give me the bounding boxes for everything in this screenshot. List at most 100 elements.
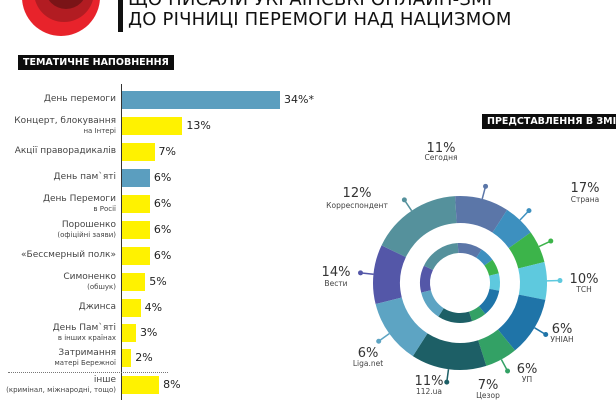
bar-label: Концерт, блокування на Інтері: [14, 116, 116, 136]
bar: [122, 169, 150, 187]
donut-slice-outer: [412, 333, 487, 370]
donut-slice-value: 6%: [516, 362, 538, 377]
bar-value-label: 6%: [153, 171, 172, 184]
divider-dotted: [8, 372, 168, 373]
bar-label-sub: в інших країнах: [57, 334, 116, 342]
bar: [122, 324, 136, 342]
donut-slice-inner: [420, 265, 433, 293]
bar-value-label: 7%: [158, 145, 176, 158]
donut-leader-dot: [543, 332, 549, 338]
page-title-line1: ЩО ПИСАЛИ УКРАЇНСЬКІ ОНЛАЙН-ЗМІ: [128, 0, 492, 10]
bar-label: Порошенко (офіційні заяви): [57, 220, 116, 240]
donut-slice-inner: [421, 290, 444, 317]
bar: [122, 91, 280, 109]
bar-label-main: Затримання: [58, 348, 116, 358]
bar-value-label: 6%: [153, 197, 172, 210]
donut-slice-inner: [438, 308, 473, 323]
donut-slice-name: ТСН: [576, 285, 592, 294]
donut-leader-dot: [548, 238, 554, 244]
donut-leader-dot: [557, 278, 563, 284]
bar-label: День перемоги: [44, 94, 116, 105]
donut-leader-dot: [444, 379, 450, 385]
bar-label-main: інше: [93, 375, 116, 385]
bar: [122, 195, 150, 213]
donut-leader-dot: [505, 368, 511, 374]
bar-label-sub: (офіційні заяви): [57, 231, 116, 239]
bar-label: інше (кримінал, міжнародні, тощо): [6, 375, 116, 395]
donut-slice-name: Цезор: [476, 391, 500, 400]
bar-label-sub: матері Бережної: [54, 359, 116, 367]
donut-slice-inner: [423, 243, 459, 271]
donut-leader-dot: [401, 197, 407, 203]
donut-slice-outer: [373, 245, 406, 305]
donut-slice-value: 14%: [321, 265, 351, 280]
bar-value-label: 5%: [149, 275, 167, 288]
donut-slice-inner: [457, 242, 482, 258]
bar-label-sub: на Інтері: [83, 127, 116, 135]
donut-slice-value: 6%: [551, 322, 573, 337]
bar-label-main: Концерт, блокування: [14, 116, 116, 126]
bar-label-main: День перемоги: [43, 94, 116, 104]
bar-label-sub: в Росії: [93, 205, 116, 213]
donut-slice-value: 11%: [414, 374, 444, 389]
bar-label: Акції праворадикалів: [15, 146, 116, 157]
bar-value-label: 3%: [139, 326, 158, 339]
bar-label: Джинса: [79, 302, 116, 313]
bar: [122, 299, 141, 317]
donut-leader-dot: [483, 183, 489, 189]
bar-label: Симоненко (обшук): [63, 272, 116, 292]
donut-slice-name: Сегодня: [424, 153, 458, 162]
donut-slice-value: 12%: [342, 186, 372, 201]
donut-slice-inner: [476, 249, 493, 266]
title-divider: [118, 0, 123, 32]
donut-slice-outer: [497, 294, 546, 351]
donut-slice-outer: [455, 196, 508, 233]
bar: [122, 349, 132, 367]
donut-slice-inner: [484, 259, 499, 276]
bar-value-label: 13%: [186, 119, 211, 132]
donut-slice-outer: [492, 209, 531, 249]
bar-value-label: 8%: [163, 378, 181, 391]
bar-value-label: 6%: [153, 249, 172, 262]
donut-slice-value: 10%: [569, 272, 599, 287]
bar-label-main: Порошенко: [61, 220, 116, 230]
bar-chart-title: ТЕМАТИЧНЕ НАПОВНЕННЯ: [18, 55, 174, 70]
bar-label-main: Симоненко: [63, 272, 116, 282]
donut-slice-value: 7%: [477, 378, 499, 393]
bar: [122, 247, 150, 265]
page-title-line2: ДО РІЧНИЦІ ПЕРЕМОГИ НАД НАЦИЗМОМ: [128, 9, 512, 30]
bar: [122, 221, 150, 239]
bar-label: День Пам`яті в інших країнах: [53, 323, 116, 343]
donut-slice-name: Корреспондент: [326, 201, 388, 210]
bar-label-main: Акції праворадикалів: [14, 146, 116, 156]
donut-slice-outer: [508, 232, 545, 269]
bar: [122, 143, 155, 161]
donut-slice-name: Вести: [324, 279, 348, 288]
donut-slice-name: Страна: [570, 195, 600, 204]
bar-value-label: 2%: [135, 351, 153, 364]
donut-slice-outer: [381, 196, 457, 258]
bar: [122, 376, 160, 394]
donut-leader-dot: [526, 208, 532, 214]
bar-label-main: День пам`яті: [53, 172, 116, 182]
donut-slice-value: 11%: [426, 141, 456, 156]
donut-slice-name: Liga.net: [352, 359, 384, 368]
donut-slice-outer: [518, 261, 547, 300]
donut-slice-name: 112.ua: [415, 387, 443, 396]
donut-slice-value: 17%: [570, 181, 600, 196]
bar-value-label: 6%: [153, 223, 172, 236]
bar-label-main: Джинса: [78, 302, 116, 312]
donut-slice-inner: [489, 273, 501, 291]
bar-label: Затримання матері Бережної: [54, 348, 116, 368]
donut-slice-outer: [478, 329, 515, 366]
donut-slice-name: УНІАН: [550, 335, 574, 344]
bar-label-sub: (кримінал, міжнародні, тощо): [6, 386, 116, 394]
bar-axis: [121, 84, 122, 400]
donut-slice-value: 6%: [357, 346, 379, 361]
bar-label-sub: (обшук): [87, 283, 116, 291]
poppy-logo: [22, 0, 100, 36]
bar-label-main: День Пам`яті: [52, 323, 116, 333]
donut-leader-dot: [376, 338, 382, 344]
bar: [122, 273, 146, 291]
